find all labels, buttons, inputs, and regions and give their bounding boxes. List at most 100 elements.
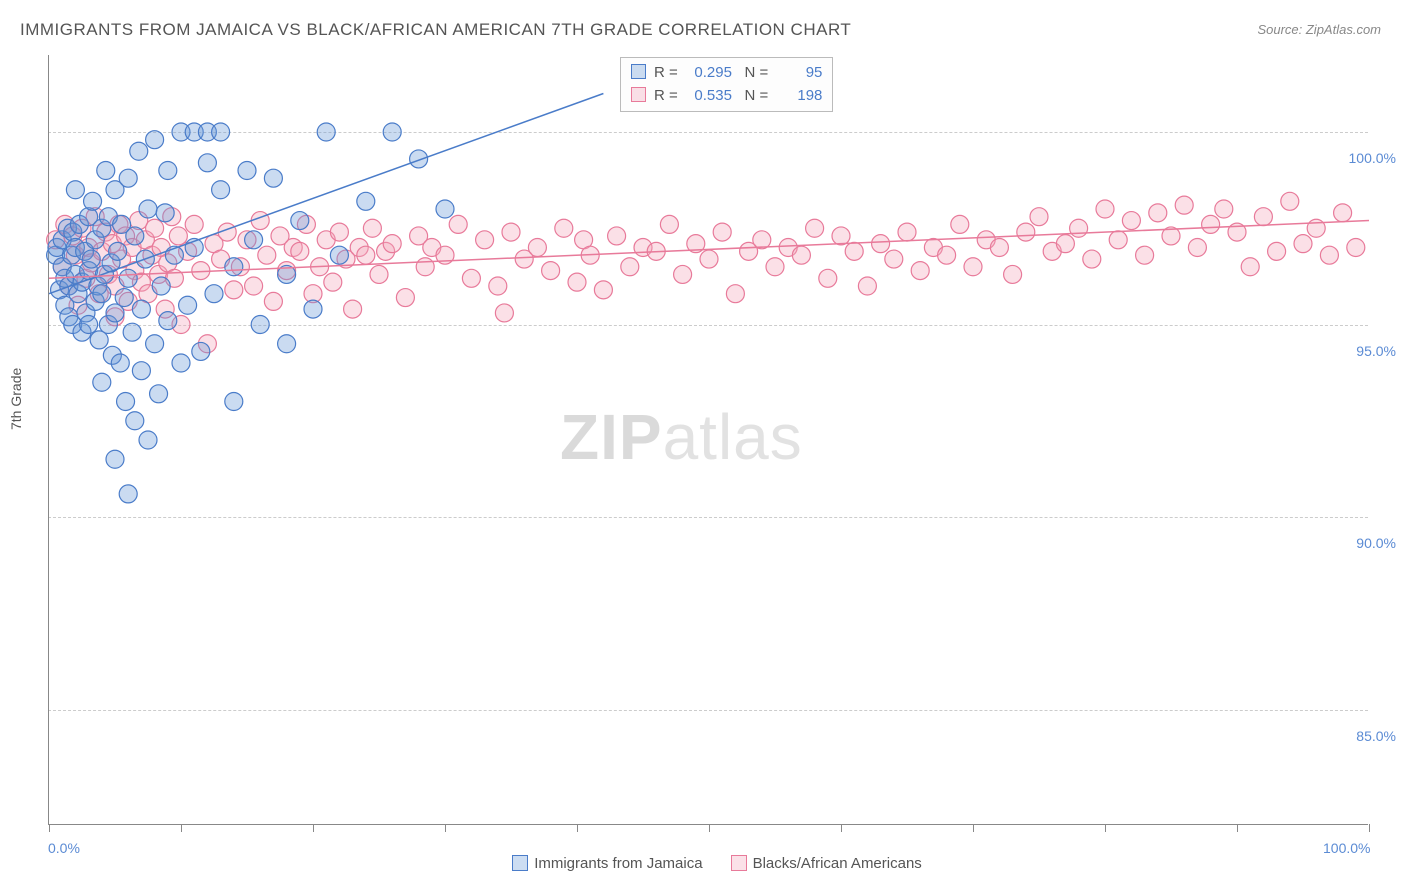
scatter-point-blue [205,285,223,303]
legend-bottom: Immigrants from Jamaica Blacks/African Am… [0,855,1406,872]
stats-row-blue: R = 0.295 N = 95 [631,62,822,85]
scatter-point-blue [383,123,401,141]
scatter-point-pink [872,235,890,253]
scatter-point-blue [238,162,256,180]
scatter-point-pink [383,235,401,253]
scatter-point-pink [370,265,388,283]
scatter-point-pink [1268,242,1286,260]
scatter-point-pink [621,258,639,276]
scatter-point-blue [330,246,348,264]
scatter-point-pink [258,246,276,264]
scatter-point-blue [225,393,243,411]
scatter-point-blue [146,335,164,353]
scatter-point-blue [126,227,144,245]
scatter-point-blue [130,142,148,160]
scatter-point-blue [357,192,375,210]
scatter-point-pink [951,215,969,233]
scatter-point-blue [109,242,127,260]
scatter-point-blue [410,150,428,168]
scatter-point-pink [476,231,494,249]
scatter-point-pink [1083,250,1101,268]
scatter-point-pink [938,246,956,264]
scatter-point-pink [1122,212,1140,230]
scatter-point-pink [1320,246,1338,264]
scatter-point-pink [251,212,269,230]
scatter-point-pink [1096,200,1114,218]
scatter-plot-svg [49,55,1368,824]
scatter-point-blue [139,431,157,449]
scatter-point-pink [542,262,560,280]
scatter-point-pink [898,223,916,241]
scatter-point-pink [528,239,546,257]
scatter-point-blue [139,200,157,218]
scatter-point-blue [117,393,135,411]
scatter-point-pink [1070,219,1088,237]
x-tick [445,824,446,832]
scatter-point-blue [80,316,98,334]
x-tick [313,824,314,832]
scatter-point-pink [911,262,929,280]
x-tick [49,824,50,832]
scatter-point-pink [291,242,309,260]
legend-label-blue: Immigrants from Jamaica [534,855,702,872]
scatter-point-pink [1017,223,1035,241]
scatter-point-blue [179,296,197,314]
scatter-point-pink [594,281,612,299]
x-tick [709,824,710,832]
scatter-point-pink [1136,246,1154,264]
stats-swatch-blue [631,64,646,79]
scatter-point-blue [132,362,150,380]
scatter-point-pink [674,265,692,283]
scatter-point-pink [462,269,480,287]
scatter-point-pink [1109,231,1127,249]
scatter-point-pink [964,258,982,276]
scatter-point-blue [119,269,137,287]
scatter-point-blue [317,123,335,141]
scatter-point-pink [568,273,586,291]
stats-n-value: 95 [772,62,822,85]
scatter-point-blue [245,231,263,249]
scatter-point-pink [449,215,467,233]
scatter-point-blue [198,154,216,172]
scatter-point-blue [93,373,111,391]
scatter-point-blue [152,277,170,295]
scatter-point-pink [1149,204,1167,222]
stats-n-value: 198 [772,85,822,108]
scatter-point-blue [304,300,322,318]
scatter-point-blue [159,162,177,180]
scatter-point-pink [357,246,375,264]
scatter-point-pink [1175,196,1193,214]
scatter-point-pink [832,227,850,245]
stats-row-pink: R = 0.535 N = 198 [631,85,822,108]
scatter-point-blue [106,450,124,468]
scatter-point-blue [225,258,243,276]
x-tick [841,824,842,832]
scatter-point-blue [264,169,282,187]
scatter-point-pink [1347,239,1365,257]
scatter-point-pink [1281,192,1299,210]
scatter-point-pink [555,219,573,237]
stats-swatch-pink [631,87,646,102]
scatter-point-blue [115,289,133,307]
scatter-point-pink [608,227,626,245]
scatter-point-pink [885,250,903,268]
chart-area [48,55,1368,825]
scatter-point-pink [489,277,507,295]
stats-r-value: 0.535 [682,85,732,108]
scatter-point-pink [324,273,342,291]
scatter-point-pink [225,281,243,299]
scatter-point-blue [111,354,129,372]
stats-n-label: N = [744,87,772,104]
scatter-point-pink [1254,208,1272,226]
scatter-point-pink [1334,204,1352,222]
x-tick-label: 100.0% [1323,840,1370,856]
scatter-point-blue [97,162,115,180]
scatter-point-blue [66,181,84,199]
scatter-point-blue [150,385,168,403]
scatter-point-blue [156,204,174,222]
scatter-point-pink [700,250,718,268]
page-title: IMMIGRANTS FROM JAMAICA VS BLACK/AFRICAN… [20,20,851,40]
scatter-point-pink [502,223,520,241]
scatter-point-blue [251,316,269,334]
legend-label-pink: Blacks/African Americans [753,855,922,872]
